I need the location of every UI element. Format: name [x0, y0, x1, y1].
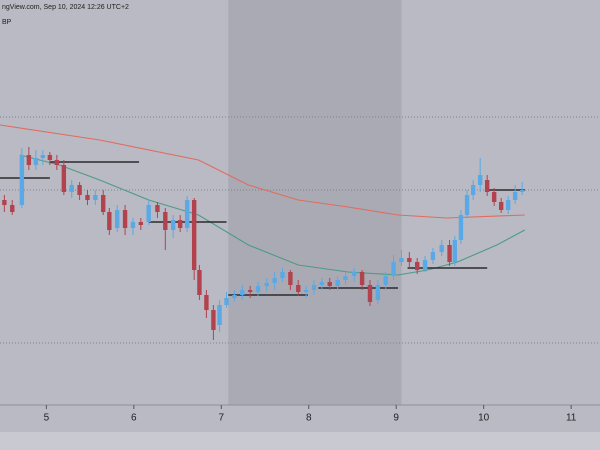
moving-average — [0, 124, 525, 219]
candle-body — [519, 190, 525, 192]
candle-body — [335, 280, 340, 286]
candle-body — [77, 185, 82, 195]
candle-body — [155, 205, 160, 212]
source-label: ngView.com, Sep 10, 2024 12:26 UTC+2 — [2, 4, 129, 11]
candle-body — [54, 160, 60, 165]
candle-body — [505, 200, 511, 210]
candle-body — [47, 155, 53, 160]
candle-body — [458, 215, 464, 240]
candle-body — [352, 272, 357, 276]
candle-body — [407, 258, 412, 262]
candle-body — [430, 252, 436, 260]
candle-body — [343, 276, 348, 280]
candle-body — [69, 185, 74, 192]
candle-body — [255, 286, 261, 292]
candle-body — [101, 195, 106, 212]
candle-body — [232, 295, 237, 298]
candle-body — [217, 305, 222, 325]
candle-body — [303, 290, 309, 292]
candle-body — [296, 285, 301, 292]
candle-body — [170, 220, 176, 230]
candle-body — [470, 185, 476, 195]
candle-body — [422, 260, 428, 270]
candle-body — [391, 262, 396, 276]
symbol-label: BP — [2, 19, 12, 26]
candle-body — [375, 285, 381, 300]
candle-body — [452, 240, 458, 262]
candle-body — [85, 195, 90, 200]
candle-body — [197, 270, 202, 295]
candle-body — [204, 295, 209, 310]
candle-body — [107, 212, 112, 230]
candle-body — [367, 285, 373, 302]
candle-body — [2, 200, 7, 205]
candle-body — [130, 222, 136, 228]
candle-body — [177, 220, 183, 228]
x-tick-label: 10 — [478, 413, 490, 424]
x-tick-label: 11 — [566, 413, 577, 424]
candle-body — [19, 155, 25, 205]
x-tick-label: 5 — [44, 413, 50, 424]
candle-body — [447, 245, 452, 262]
candle-body — [327, 282, 332, 286]
candle-body — [122, 210, 128, 228]
candle-body — [399, 258, 404, 262]
candle-body — [311, 285, 317, 290]
candle-body — [415, 262, 420, 270]
candle-body — [191, 200, 197, 270]
candle-body — [439, 245, 444, 252]
candle-body — [464, 195, 470, 215]
candle-body — [40, 155, 46, 158]
candle-body — [498, 202, 504, 210]
candle-body — [224, 298, 229, 305]
candle-body — [93, 195, 98, 200]
candle-body — [247, 290, 253, 292]
x-tick-label: 7 — [219, 413, 225, 424]
candle-body — [319, 282, 325, 285]
candle-body — [146, 205, 151, 222]
candle-body — [26, 155, 32, 165]
candle-body — [264, 283, 269, 286]
candle-body — [272, 278, 277, 283]
moving-average — [19, 154, 526, 276]
x-tick-label: 9 — [393, 413, 399, 424]
candle-body — [61, 165, 67, 192]
candle-body — [115, 210, 120, 228]
candle-body — [184, 200, 190, 228]
x-tick-label: 8 — [306, 413, 312, 424]
candle-body — [211, 310, 216, 330]
candle-body — [138, 222, 144, 225]
candle-body — [10, 205, 15, 212]
plot — [0, 0, 600, 405]
candle-body — [484, 180, 490, 192]
bottom-bar — [0, 432, 600, 450]
candle-body — [33, 158, 39, 165]
candle-body — [512, 192, 518, 200]
candle-body — [383, 276, 388, 285]
candle-body — [240, 290, 245, 295]
candle-body — [477, 175, 483, 185]
candle-body — [163, 212, 168, 230]
candle-body — [288, 272, 293, 285]
candle-body — [491, 192, 497, 202]
x-tick-label: 6 — [131, 413, 137, 424]
candle-body — [359, 272, 365, 285]
candle-body — [280, 272, 285, 278]
